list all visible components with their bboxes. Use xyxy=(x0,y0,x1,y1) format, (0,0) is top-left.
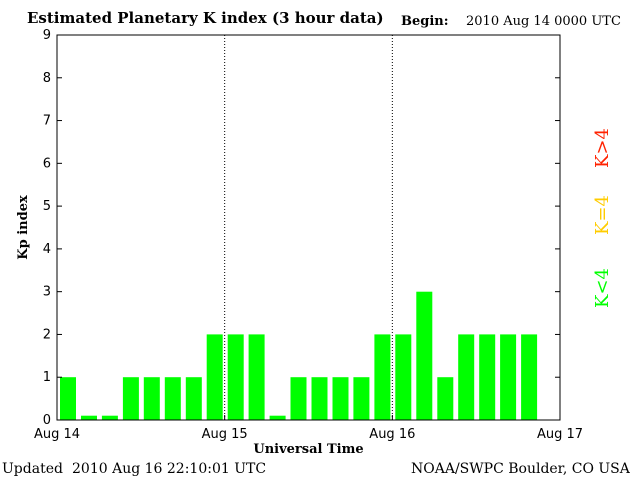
kp-bar xyxy=(60,377,76,420)
x-axis-ticks: Aug 14 Aug 15 Aug 16 Aug 17 xyxy=(34,415,583,442)
kp-bar xyxy=(416,291,433,420)
y-axis-ticks: 0 1 2 3 4 5 6 7 8 9 xyxy=(43,28,560,428)
kp-bar xyxy=(479,334,496,420)
chart-title: Estimated Planetary K index (3 hour data… xyxy=(27,9,384,27)
y-axis-label: Kp index xyxy=(16,195,31,260)
kp-bar xyxy=(248,334,265,420)
x-tick-label: Aug 15 xyxy=(202,427,248,442)
kp-bar xyxy=(227,334,244,420)
y-tick-label: 9 xyxy=(43,28,51,43)
y-tick-label: 2 xyxy=(43,327,51,342)
kp-bar xyxy=(290,377,307,420)
kp-bar xyxy=(500,334,517,420)
y-tick-label: 1 xyxy=(43,370,51,385)
begin-value: 2010 Aug 14 0000 UTC xyxy=(466,14,621,29)
kp-bar xyxy=(269,415,286,420)
y-tick-label: 3 xyxy=(43,285,51,300)
begin-label: Begin: xyxy=(401,14,449,29)
legend-entry: K=4 xyxy=(592,195,613,235)
kp-bar xyxy=(374,334,391,420)
x-tick-label: Aug 17 xyxy=(537,427,583,442)
kp-bar xyxy=(395,334,412,420)
kp-bar xyxy=(521,334,538,420)
kp-bar xyxy=(101,415,118,420)
day-separators xyxy=(224,35,393,420)
legend: K<4 K=4 K>4 xyxy=(592,128,613,308)
legend-entry: K>4 xyxy=(592,128,613,168)
y-tick-label: 8 xyxy=(43,71,51,86)
kp-bar xyxy=(311,377,328,420)
kp-bar xyxy=(332,377,349,420)
source-credit: NOAA/SWPC Boulder, CO USA xyxy=(411,461,630,477)
updated-label: Updated xyxy=(2,461,63,477)
x-tick-label: Aug 14 xyxy=(34,427,80,442)
updated-value: 2010 Aug 16 22:10:01 UTC xyxy=(72,461,267,477)
x-tick-label: Aug 16 xyxy=(369,427,415,442)
x-axis-label: Universal Time xyxy=(253,442,363,457)
kp-bar xyxy=(122,377,139,420)
kp-bar xyxy=(206,334,223,420)
y-tick-label: 4 xyxy=(43,242,51,257)
kp-bar xyxy=(81,415,97,420)
kp-bar xyxy=(458,334,475,420)
kp-bar xyxy=(437,377,454,420)
y-tick-label: 6 xyxy=(43,156,51,171)
y-tick-label: 0 xyxy=(43,413,51,428)
kp-bar xyxy=(164,377,181,420)
y-tick-label: 5 xyxy=(43,199,51,214)
plot-frame xyxy=(56,34,561,421)
kp-bar xyxy=(353,377,370,420)
kp-bar xyxy=(185,377,202,420)
legend-entry: K<4 xyxy=(592,268,613,308)
kp-bar xyxy=(143,377,160,420)
y-tick-label: 7 xyxy=(43,114,51,129)
bars-group xyxy=(60,291,538,420)
